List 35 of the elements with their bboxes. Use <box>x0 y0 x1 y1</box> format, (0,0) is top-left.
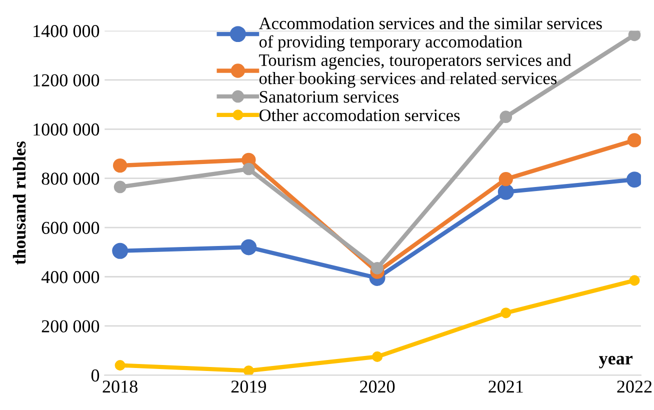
legend-label: Sanatorium services <box>260 91 398 103</box>
point <box>112 158 128 173</box>
point <box>628 30 641 42</box>
x-tick-label: 2018 <box>102 380 138 393</box>
y-tick-label: 400 000 <box>41 271 100 284</box>
legend-label: Other accomodation services <box>259 108 460 122</box>
point <box>114 180 126 194</box>
x-tick-label: 2020 <box>360 380 395 393</box>
point <box>240 239 257 256</box>
x-tick-label: 2019 <box>231 380 266 393</box>
point <box>243 365 254 376</box>
point <box>242 162 255 176</box>
legend-label: Accommodation services and the similar services of providing temporary accomodation <box>258 17 602 52</box>
y-tick-label: 600 000 <box>42 222 100 234</box>
point <box>498 172 513 186</box>
y-tick-label: 0 <box>91 369 100 382</box>
y-tick-label: 1000 000 <box>34 123 100 136</box>
point <box>500 110 512 124</box>
legend-label: Tourism agencies, touroperators services and other booking services and related services <box>259 54 572 88</box>
y-axis-title: thousand rubles <box>12 141 26 265</box>
point <box>629 275 640 286</box>
y-tick-label: 1200 000 <box>34 74 100 86</box>
x-tick-label: 2022 <box>617 380 652 393</box>
point <box>498 184 514 200</box>
y-tick-label: 200 000 <box>42 320 100 332</box>
y-tick-label: 1400 000 <box>34 25 100 38</box>
point <box>112 242 128 259</box>
point <box>500 308 512 318</box>
point <box>627 133 641 148</box>
point <box>371 262 384 274</box>
point <box>114 360 126 371</box>
y-tick-label: 800 000 <box>42 172 100 185</box>
x-tick-label: 2021 <box>488 380 523 393</box>
point <box>372 351 383 362</box>
x-axis-title: year <box>598 356 632 368</box>
